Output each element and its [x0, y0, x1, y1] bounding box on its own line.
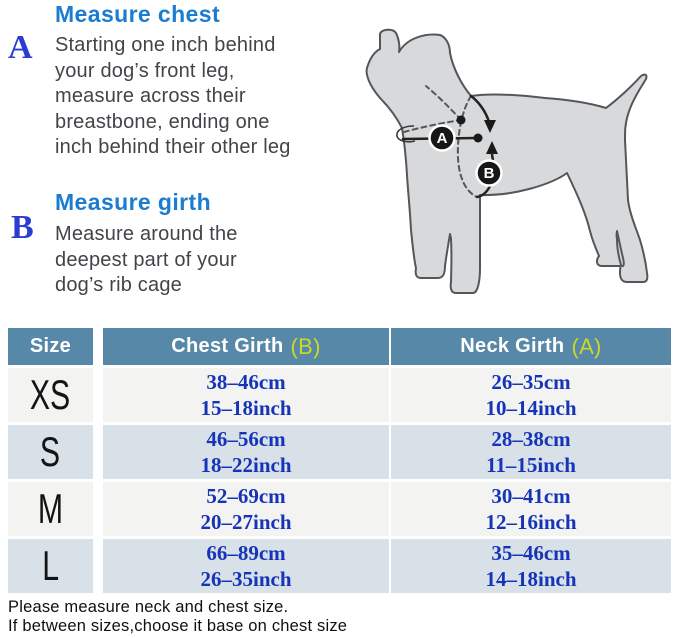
neck-cm-value: 28–38cm — [491, 427, 571, 451]
col-header-chest-girth: Chest Girth (B) — [103, 328, 389, 365]
measure-dot-neck — [456, 115, 466, 125]
chest-inch-value: 20–27inch — [200, 510, 292, 534]
collar-arc — [396, 125, 416, 143]
size-cell: XS — [8, 368, 93, 422]
col-header-neck-girth: Neck Girth (A) — [391, 328, 671, 365]
size-label: M — [37, 485, 64, 532]
neck-inch-value: 12–16inch — [485, 510, 577, 534]
measure-girth-instructions: Measure around the deepest part of your … — [55, 223, 238, 296]
size-label: S — [40, 428, 61, 475]
chest-inch-value: 26–35inch — [200, 567, 292, 591]
neck-inch-value: 11–15inch — [486, 453, 576, 477]
neck-girth-cell: 30–41cm 12–16inch — [391, 482, 671, 536]
arrow-down-icon — [484, 120, 496, 133]
chest-girth-cell: 66–89cm 26–35inch — [103, 539, 389, 593]
chest-inch-value: 15–18inch — [200, 396, 292, 420]
measure-chest-instructions: Starting one inch behind your dog’s fron… — [55, 34, 291, 158]
col-header-chest-label: Chest Girth — [171, 335, 284, 357]
size-cell: L — [8, 539, 93, 593]
footnote: Please measure neck and chest size. If b… — [8, 598, 348, 635]
chest-cm-value: 66–89cm — [206, 541, 286, 565]
girth-dashed-line — [456, 95, 478, 198]
marker-a-badge — [428, 124, 456, 152]
chest-cm-value: 38–46cm — [206, 370, 286, 394]
size-cell: M — [8, 482, 93, 536]
girth-solid-arc-top — [469, 94, 491, 124]
neck-girth-cell: 28–38cm 11–15inch — [391, 425, 671, 479]
chest-girth-cell: 46–56cm 18–22inch — [103, 425, 389, 479]
neck-girth-cell: 35–46cm 14–18inch — [391, 539, 671, 593]
neck-cm-value: 30–41cm — [491, 484, 571, 508]
size-label: L — [42, 542, 59, 589]
marker-b-badge — [475, 159, 503, 187]
chest-girth-cell: 52–69cm 20–27inch — [103, 482, 389, 536]
col-header-size: Size — [8, 328, 93, 365]
neck-cm-value: 26–35cm — [491, 370, 571, 394]
dog-measurement-diagram: A B — [365, 28, 649, 294]
marker-letter-b: B — [11, 209, 34, 246]
dog-silhouette — [365, 28, 649, 294]
size-cell: S — [8, 425, 93, 479]
size-label: XS — [30, 371, 71, 418]
chest-cm-value: 52–69cm — [206, 484, 286, 508]
chest-girth-cell: 38–46cm 15–18inch — [103, 368, 389, 422]
neck-inch-value: 10–14inch — [485, 396, 577, 420]
neck-cm-value: 35–46cm — [491, 541, 571, 565]
arrow-up-icon — [486, 141, 498, 154]
neck-girth-cell: 26–35cm 10–14inch — [391, 368, 671, 422]
col-header-neck-label: Neck Girth — [460, 335, 565, 357]
col-header-neck-key: (A) — [571, 333, 602, 359]
marker-letter-a: A — [8, 29, 33, 66]
chest-inch-value: 18–22inch — [200, 453, 292, 477]
chest-cm-value: 46–56cm — [206, 427, 286, 451]
measure-girth-heading: Measure girth — [55, 189, 212, 215]
marker-b-badge-label: B — [484, 165, 495, 182]
neck-dashed-line — [403, 119, 462, 133]
col-header-chest-key: (B) — [290, 333, 321, 359]
measure-chest-heading: Measure chest — [55, 1, 220, 27]
size-table: Size Chest Girth (B) Neck Girth (A) XS 3… — [8, 328, 671, 593]
neck-inch-value: 14–18inch — [485, 567, 577, 591]
measure-dot-chest — [473, 133, 483, 143]
marker-a-badge-label: A — [437, 130, 448, 147]
